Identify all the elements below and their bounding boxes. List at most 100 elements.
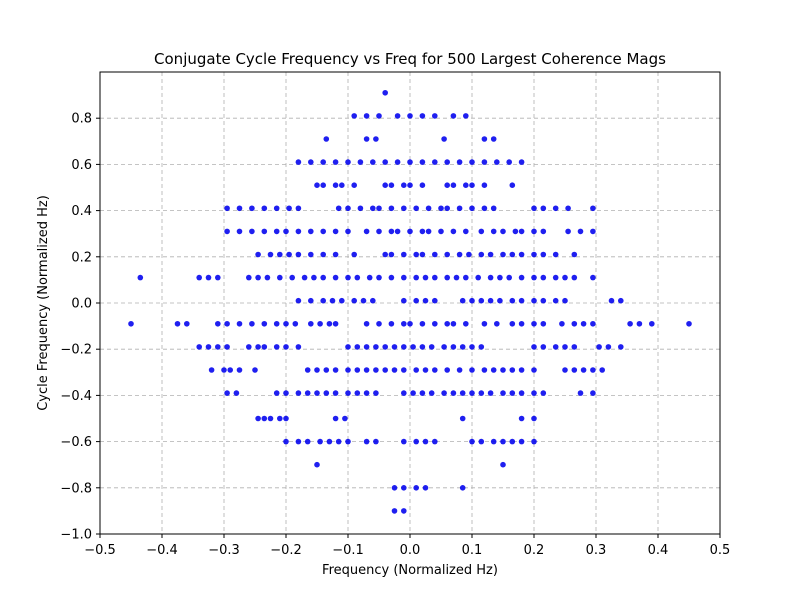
data-point: [308, 251, 314, 258]
data-point: [391, 367, 398, 373]
data-point: [413, 274, 420, 281]
data-point: [267, 415, 274, 422]
data-point: [531, 297, 537, 304]
data-point: [137, 274, 144, 281]
data-point: [459, 390, 466, 396]
data-point: [224, 205, 230, 212]
data-point: [490, 367, 497, 373]
data-point: [531, 415, 537, 422]
data-point: [249, 228, 255, 235]
data-point: [339, 182, 345, 188]
data-point: [469, 159, 475, 165]
data-point: [224, 390, 230, 396]
data-point: [370, 297, 376, 304]
data-point: [394, 113, 401, 119]
data-point: [478, 438, 485, 445]
data-point: [345, 367, 351, 373]
data-point: [494, 320, 500, 327]
data-point: [308, 159, 314, 165]
data-point: [540, 344, 547, 350]
data-point: [478, 390, 485, 396]
data-point: [518, 274, 525, 281]
data-point: [354, 274, 361, 281]
data-point: [428, 390, 435, 396]
data-point: [618, 297, 624, 304]
data-point: [500, 228, 506, 235]
data-point: [332, 182, 339, 188]
y-tick-label: 0.0: [71, 297, 92, 312]
data-point: [261, 205, 268, 212]
chart-title: Conjugate Cycle Frequency vs Freq for 50…: [154, 50, 666, 68]
data-point: [450, 344, 457, 350]
data-point: [326, 320, 333, 327]
data-point: [304, 438, 311, 445]
data-point: [366, 274, 373, 281]
data-point: [304, 367, 311, 373]
data-point: [277, 251, 283, 258]
data-point: [562, 274, 568, 281]
data-point: [686, 320, 692, 327]
data-point: [236, 367, 243, 373]
data-point: [422, 438, 429, 445]
data-point: [391, 508, 398, 514]
data-point: [469, 344, 475, 350]
data-point: [373, 367, 379, 373]
x-tick-label: −0.4: [146, 543, 178, 558]
x-tick-label: 0.1: [462, 543, 483, 558]
data-point: [401, 297, 407, 304]
data-point: [401, 274, 407, 281]
data-point: [518, 367, 525, 373]
data-point: [422, 367, 429, 373]
data-point: [478, 344, 485, 350]
data-point: [432, 113, 438, 119]
data-point: [320, 159, 327, 165]
data-point: [283, 415, 289, 422]
data-point: [215, 274, 221, 281]
data-point: [246, 344, 252, 350]
x-tick-label: 0.3: [586, 543, 607, 558]
data-point: [413, 205, 420, 212]
data-point: [469, 182, 475, 188]
data-point: [444, 159, 451, 165]
data-point: [363, 136, 370, 142]
data-point: [401, 438, 407, 445]
data-point: [469, 205, 475, 212]
data-point: [407, 182, 413, 188]
data-point: [196, 274, 202, 281]
data-point: [419, 390, 426, 396]
data-point: [571, 367, 578, 373]
x-tick-label: 0.4: [648, 543, 669, 558]
data-point: [363, 113, 370, 119]
data-point: [283, 438, 289, 445]
data-point: [531, 205, 537, 212]
y-tick-label: 0.6: [71, 158, 92, 173]
data-point: [205, 344, 212, 350]
data-point: [410, 390, 416, 396]
data-point: [255, 415, 261, 422]
data-point: [261, 320, 268, 327]
data-point: [273, 344, 280, 350]
data-point: [518, 159, 525, 165]
y-tick-label: −0.2: [60, 343, 92, 358]
data-point: [388, 274, 395, 281]
data-point: [552, 205, 559, 212]
data-point: [590, 205, 596, 212]
data-point: [370, 205, 376, 212]
x-tick-label: −0.5: [84, 543, 116, 558]
data-point: [308, 297, 314, 304]
data-point: [345, 438, 351, 445]
data-point: [413, 438, 420, 445]
data-point: [590, 274, 596, 281]
data-point: [419, 251, 426, 258]
data-point: [605, 344, 612, 350]
data-point: [506, 159, 512, 165]
data-point: [354, 390, 361, 396]
data-point: [351, 113, 358, 119]
data-point: [224, 228, 230, 235]
data-point: [295, 438, 302, 445]
data-point: [363, 320, 370, 327]
data-point: [394, 159, 401, 165]
data-point: [273, 320, 280, 327]
data-point: [376, 274, 382, 281]
data-point: [308, 228, 314, 235]
